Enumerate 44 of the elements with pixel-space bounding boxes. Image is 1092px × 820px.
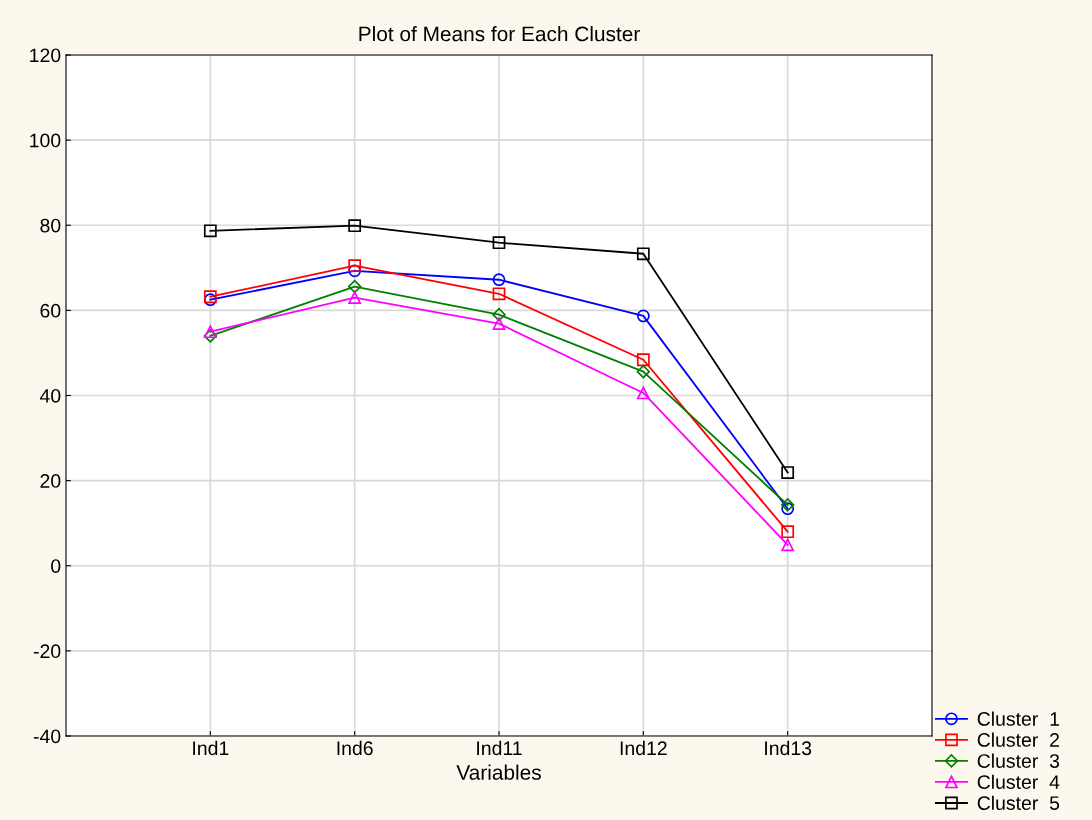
point	[636, 309, 650, 323]
point	[781, 466, 795, 479]
y-tick-label: -40	[33, 729, 61, 744]
point	[636, 386, 650, 400]
legend-label: Cluster 4	[977, 774, 1060, 789]
point	[203, 329, 218, 343]
point	[781, 525, 795, 539]
point	[781, 502, 795, 516]
x-axis-title: Variables	[456, 764, 541, 780]
x-tick-label: Ind13	[765, 740, 812, 756]
point	[492, 236, 506, 250]
y-tick-label: 60	[40, 303, 61, 318]
point	[203, 325, 217, 339]
y-tick-label: 0	[51, 559, 61, 573]
point	[203, 224, 217, 238]
point	[492, 317, 506, 330]
y-tick-label: 100	[30, 133, 61, 148]
point	[636, 364, 651, 379]
y-tick-label: -20	[33, 644, 61, 659]
point	[348, 259, 362, 273]
chart-title: Plot of Means for Each Cluster	[359, 26, 640, 42]
legend-label: Cluster 5	[977, 795, 1060, 810]
y-tick-label: 40	[39, 388, 61, 403]
y-tick-label: 20	[40, 474, 61, 488]
point	[780, 498, 795, 512]
x-tick-label: Ind1	[193, 740, 229, 756]
legend-label: Cluster 1	[977, 711, 1059, 726]
point	[347, 279, 362, 294]
point	[636, 353, 650, 367]
point	[348, 264, 362, 278]
x-tick-label: Ind11	[477, 740, 522, 756]
point	[348, 291, 362, 304]
point	[492, 273, 506, 287]
point	[348, 219, 362, 233]
y-tick-label: 80	[40, 218, 61, 233]
point	[781, 538, 795, 552]
y-tick-label: 120	[30, 48, 61, 63]
point	[492, 287, 506, 301]
legend-label: Cluster 2	[977, 732, 1059, 747]
point	[636, 247, 650, 261]
legend-label: Cluster 3	[977, 753, 1060, 768]
point	[492, 307, 506, 322]
x-tick-label: Ind12	[620, 740, 667, 756]
x-tick-label: Ind6	[337, 740, 373, 756]
